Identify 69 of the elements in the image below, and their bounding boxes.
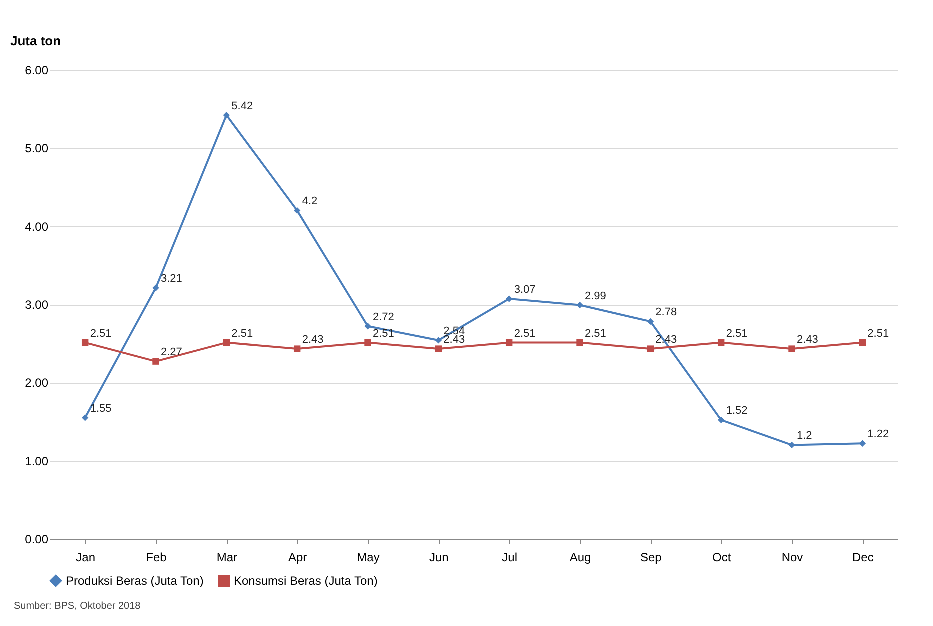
legend-label: Konsumsi Beras (Juta Ton) [234,574,378,588]
data-label: 2.51 [232,328,254,340]
point [152,284,160,292]
point [788,346,796,352]
data-label: 3.21 [161,273,182,286]
x-tick-label: Apr [288,550,308,564]
data-label: 2.72 [373,311,394,324]
data-label: 2.43 [444,334,466,346]
y-tick-label: 5.00 [25,142,49,156]
point [82,414,89,422]
data-label: 5.42 [232,100,254,112]
data-label: 2.51 [585,328,606,340]
data-label: 2.51 [90,328,112,340]
point [435,337,442,344]
x-tick-label: Aug [570,550,592,564]
point [859,339,866,346]
y-tick-label: 6.00 [25,64,49,78]
legend-label: Produksi Beras (Juta Ton) [66,574,204,588]
data-label: 2.78 [656,306,678,319]
data-label: 4.2 [302,196,318,208]
x-tick-label: May [357,550,380,564]
x-tick-label: Jan [76,550,96,564]
point [718,339,725,346]
data-label: 1.55 [90,402,112,415]
x-tick-label: Mar [216,550,238,564]
text: Sumber: BPS, Oktober 2018 [14,601,141,612]
data-label: 1.22 [868,428,890,441]
y-axis-title: Juta ton [10,34,62,48]
x-tick-label: Feb [146,550,168,564]
point [294,207,301,214]
x-tick-label: Jun [429,550,449,564]
data-label: 2.99 [585,290,606,302]
point [152,358,160,365]
data-label: 2.51 [868,328,890,340]
data-label: 1.52 [726,405,748,418]
y-tick-label: 3.00 [25,298,49,312]
y-tick-label: 1.00 [25,454,49,468]
data-label: 2.27 [161,346,182,359]
point [718,416,725,424]
y-tick-label: 0.00 [25,532,49,546]
point [364,339,372,346]
point [859,440,866,447]
point [364,323,372,330]
x-tick-label: Nov [782,550,804,564]
x-tick-label: Jul [502,550,518,564]
x-tick-label: Sep [640,550,662,564]
point [82,339,89,346]
point [506,296,513,302]
data-label: 2.43 [797,334,818,346]
point [647,318,654,326]
point [647,346,654,352]
point [788,442,796,449]
point [223,112,230,119]
data-label: 2.51 [373,328,394,340]
point [506,339,513,346]
data-label: 2.43 [302,334,324,346]
point [435,346,442,352]
x-tick-label: Dec [852,550,874,564]
point [576,339,584,346]
data-label: 1.2 [797,430,812,442]
x-tick-label: Oct [712,550,732,564]
y-tick-label: 2.00 [25,376,49,390]
data-label: 3.07 [514,284,536,296]
data-label: 2.51 [514,328,536,340]
point [223,339,230,346]
y-tick-label: 4.00 [25,220,49,234]
data-label: 2.51 [726,328,748,340]
point [576,302,584,309]
point [294,346,301,352]
